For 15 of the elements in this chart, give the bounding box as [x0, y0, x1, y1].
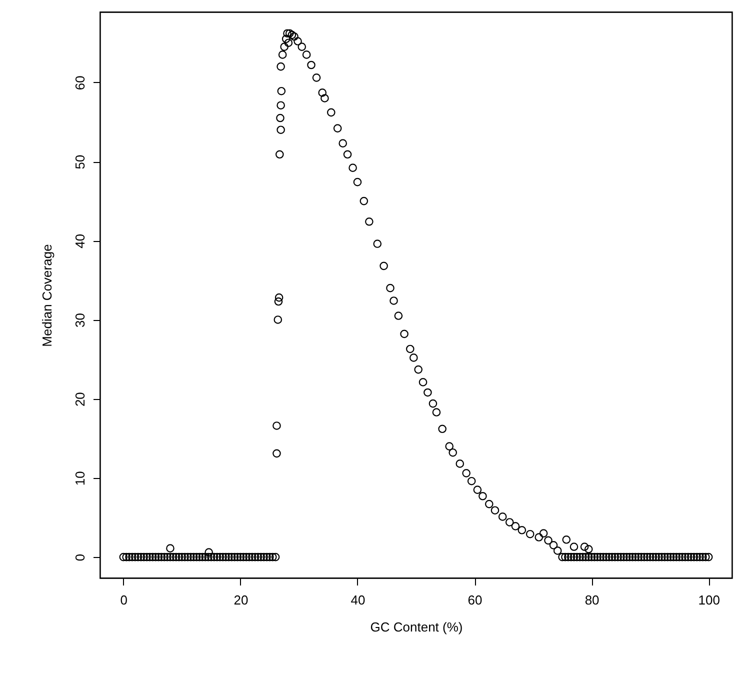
x-tick-label: 100: [698, 592, 720, 608]
x-tick-label: 80: [584, 592, 600, 608]
y-tick-label: 30: [72, 312, 88, 328]
y-tick-label: 40: [72, 234, 88, 248]
x-tick-label: 20: [234, 592, 248, 608]
x-axis-title: GC Content (%): [370, 620, 463, 634]
y-tick-label: 60: [72, 76, 88, 90]
y-axis-title: Median Coverage: [40, 244, 54, 347]
y-tick-label: 50: [72, 154, 88, 170]
x-tick-label: 0: [120, 592, 128, 608]
y-tick-label: 10: [72, 471, 88, 486]
x-tick-label: 40: [350, 592, 366, 608]
y-tick-label: 20: [72, 392, 88, 407]
y-tick-label: 0: [72, 554, 88, 562]
x-tick-label: 60: [468, 592, 482, 608]
